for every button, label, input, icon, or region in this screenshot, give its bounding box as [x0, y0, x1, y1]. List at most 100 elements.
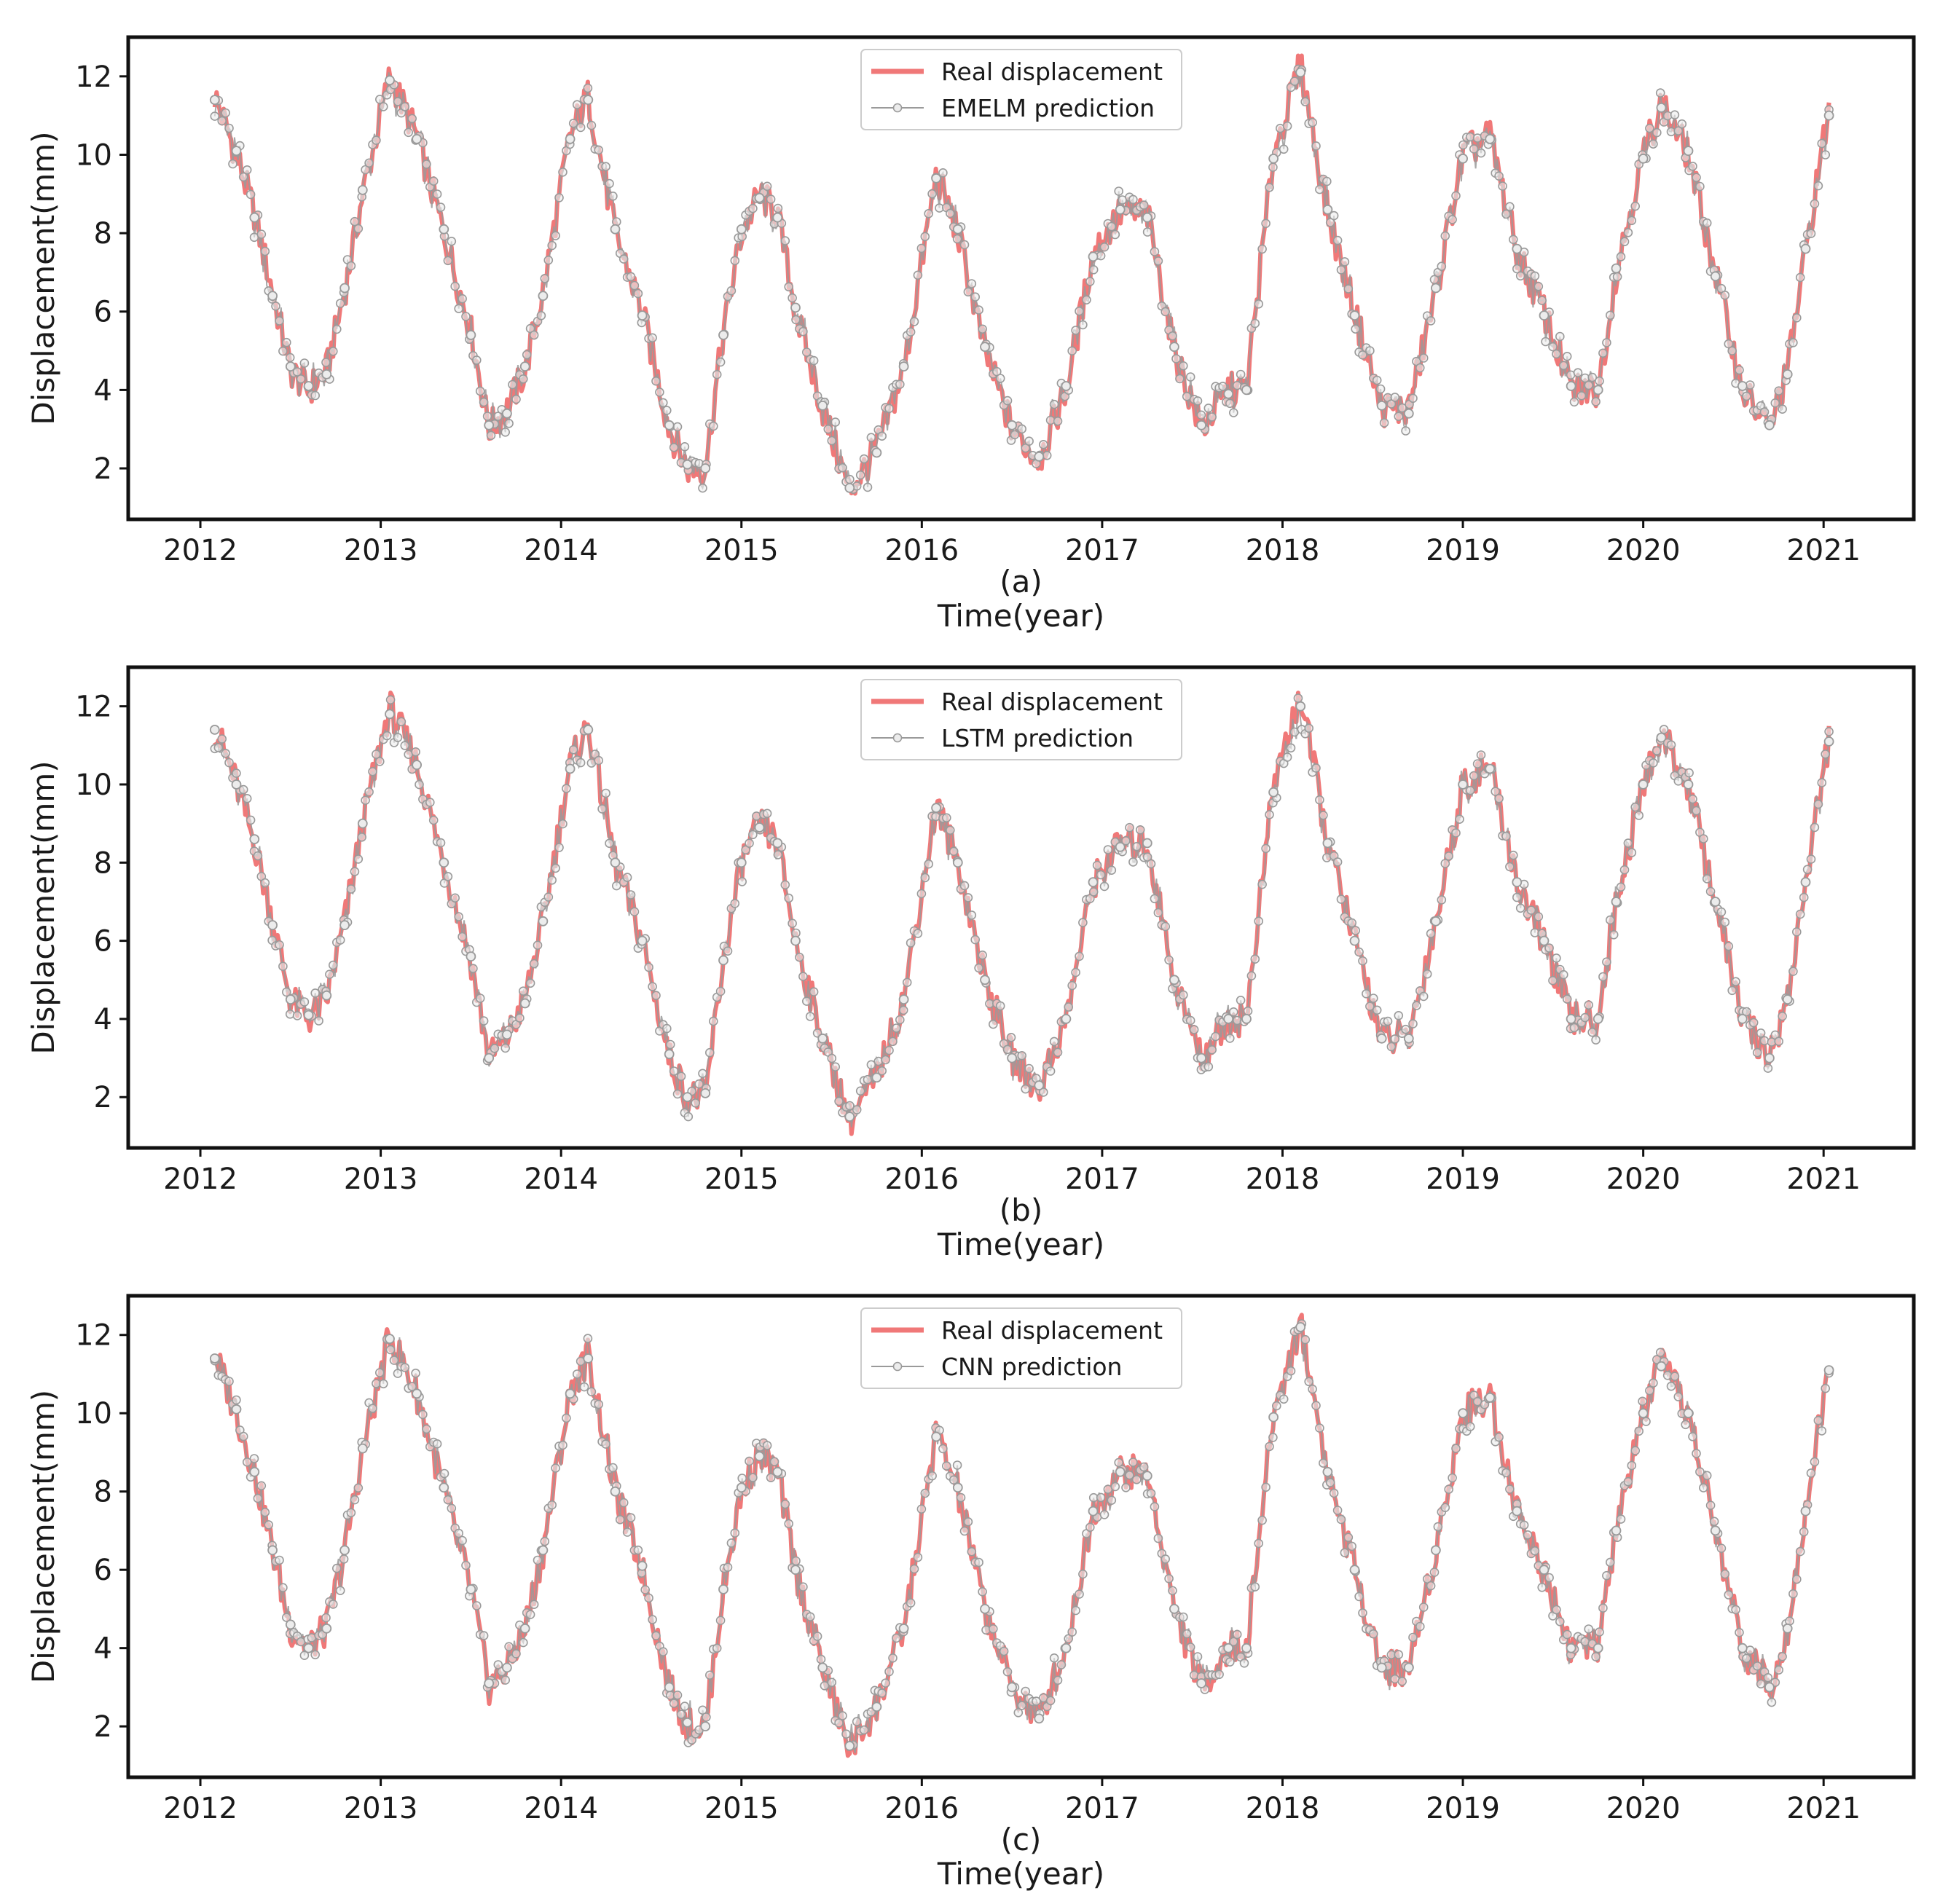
- prediction-point: [1308, 117, 1317, 127]
- prediction-point: [260, 1507, 270, 1517]
- prediction-point: [1401, 426, 1410, 436]
- prediction-point: [1795, 272, 1805, 283]
- prediction-point: [881, 1055, 890, 1065]
- prediction-point: [1627, 216, 1637, 226]
- prediction-point: [852, 1717, 862, 1726]
- prediction-point: [1304, 1377, 1313, 1387]
- data-point: [1458, 153, 1468, 164]
- prediction-point: [909, 317, 919, 326]
- prediction-point: [210, 111, 220, 121]
- data-point: [1196, 1053, 1206, 1063]
- data-point: [502, 1662, 512, 1673]
- x-tick-label: 2012: [163, 1163, 237, 1196]
- prediction-point: [1595, 376, 1604, 386]
- prediction-point: [1254, 299, 1263, 309]
- prediction-point: [1168, 1586, 1177, 1596]
- prediction-point: [325, 969, 334, 979]
- data-point: [682, 1092, 693, 1103]
- prediction-point: [1064, 1002, 1073, 1012]
- data-point: [519, 998, 530, 1009]
- prediction-point: [1056, 1660, 1067, 1669]
- prediction-point: [1587, 372, 1597, 382]
- prediction-point: [715, 986, 726, 996]
- prediction-point: [1569, 397, 1579, 407]
- x-tick-label: 2019: [1426, 1792, 1500, 1825]
- prediction-point: [946, 825, 955, 835]
- prediction-point: [400, 1363, 410, 1372]
- prediction-point: [669, 442, 679, 452]
- prediction-point: [1702, 1471, 1712, 1481]
- legend-box: [860, 1307, 1182, 1389]
- prediction-point: [601, 1439, 610, 1449]
- prediction-point: [1720, 290, 1730, 300]
- prediction-point: [1821, 150, 1830, 160]
- prediction-point: [562, 784, 571, 793]
- prediction-point: [676, 1071, 686, 1081]
- prediction-point: [748, 1473, 758, 1482]
- prediction-point: [1071, 326, 1080, 335]
- prediction-point: [217, 734, 227, 744]
- prediction-point: [877, 431, 887, 441]
- prediction-point: [1099, 242, 1110, 252]
- prediction-point: [618, 1498, 629, 1508]
- prediction-point: [1612, 272, 1622, 282]
- prediction-point: [454, 1528, 464, 1538]
- prediction-point: [1032, 1696, 1041, 1706]
- prediction-point: [353, 1483, 364, 1493]
- prediction-point: [1670, 110, 1680, 119]
- prediction-point: [407, 1382, 417, 1391]
- data-point: [339, 920, 350, 930]
- prediction-point: [1670, 1372, 1680, 1381]
- prediction-point: [1045, 1066, 1056, 1076]
- prediction-point: [1319, 1458, 1328, 1468]
- data-point: [1403, 1662, 1414, 1673]
- prediction-point: [361, 795, 370, 805]
- data-point: [1142, 1471, 1152, 1482]
- prediction-point: [1598, 348, 1608, 358]
- prediction-point: [217, 116, 227, 126]
- data-point: [466, 330, 476, 340]
- prediction-point: [1505, 202, 1515, 212]
- data-point: [1611, 263, 1622, 274]
- prediction-point: [680, 1702, 690, 1711]
- prediction-point: [1268, 1433, 1278, 1442]
- prediction-point: [1702, 218, 1712, 228]
- x-tick-label: 2019: [1426, 534, 1500, 567]
- prediction-point: [1634, 1426, 1643, 1436]
- prediction-point: [1340, 1548, 1350, 1557]
- prediction-point: [1185, 1643, 1195, 1652]
- y-tick-label: 12: [75, 60, 112, 94]
- prediction-point: [374, 1368, 385, 1377]
- prediction-point: [500, 1675, 511, 1685]
- prediction-point: [708, 421, 718, 431]
- prediction-point: [436, 838, 446, 848]
- prediction-point: [1552, 349, 1561, 359]
- data-point: [1611, 897, 1622, 907]
- prediction-point: [418, 1409, 428, 1420]
- prediction-point: [730, 899, 740, 908]
- data-point: [1539, 935, 1550, 946]
- data-point: [718, 330, 729, 340]
- prediction-point: [1526, 905, 1536, 915]
- prediction-markers: [209, 64, 1834, 495]
- prediction-point: [558, 168, 568, 177]
- data-point: [1223, 388, 1234, 399]
- prediction-point: [1293, 693, 1303, 703]
- data-point: [637, 310, 648, 321]
- prediction-point: [791, 1556, 801, 1566]
- prediction-point: [1332, 1506, 1343, 1515]
- prediction-point: [1322, 176, 1332, 186]
- prediction-point: [275, 940, 284, 950]
- prediction-point: [633, 1545, 643, 1555]
- x-tick-label: 2013: [344, 534, 418, 567]
- prediction-point: [1440, 1503, 1450, 1512]
- data-point: [1593, 385, 1603, 396]
- prediction-point: [536, 310, 546, 320]
- prediction-point: [658, 1647, 668, 1656]
- prediction-point: [1017, 1701, 1026, 1710]
- prediction-point: [1268, 162, 1278, 172]
- prediction-point: [784, 893, 793, 903]
- prediction-point: [863, 482, 873, 492]
- prediction-point: [877, 1688, 887, 1698]
